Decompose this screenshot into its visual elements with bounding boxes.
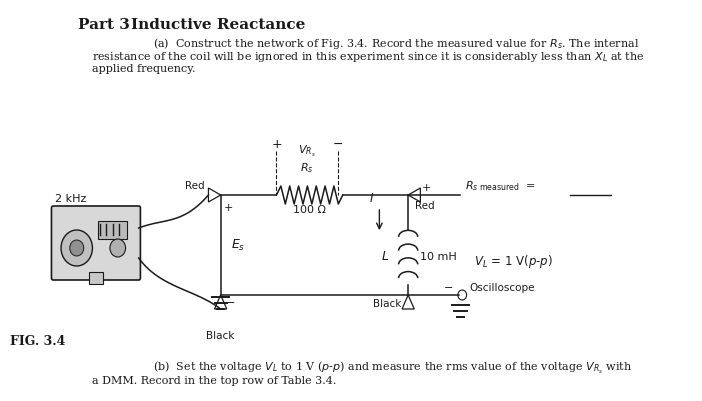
Text: applied frequency.: applied frequency.: [91, 64, 195, 74]
Text: $L$: $L$: [380, 251, 389, 263]
Text: Black: Black: [373, 299, 401, 309]
Text: Red: Red: [415, 201, 435, 211]
Text: $V_L$ = 1 V($p$-$p$): $V_L$ = 1 V($p$-$p$): [474, 253, 552, 271]
Text: −: −: [444, 283, 453, 293]
Text: +: +: [422, 183, 432, 193]
Text: a DMM. Record in the top row of Table 3.4.: a DMM. Record in the top row of Table 3.…: [91, 376, 336, 386]
Text: $R_{s \text{ measured}}$  =: $R_{s \text{ measured}}$ =: [465, 179, 536, 193]
Polygon shape: [408, 188, 420, 202]
Circle shape: [69, 240, 84, 256]
Text: (b)  Set the voltage $V_L$ to 1 V ($p$-$p$) and measure the rms value of the vol: (b) Set the voltage $V_L$ to 1 V ($p$-$p…: [152, 360, 632, 376]
Text: +: +: [224, 203, 234, 213]
Text: FIG. 3.4: FIG. 3.4: [11, 335, 66, 348]
Text: Part 3: Part 3: [79, 18, 131, 32]
Text: 2 kHz: 2 kHz: [55, 194, 86, 204]
Text: (a)  Construct the network of Fig. 3.4. Record the measured value for $R_s$. The: (a) Construct the network of Fig. 3.4. R…: [152, 36, 639, 51]
Text: −: −: [226, 298, 235, 308]
Text: $R_s$: $R_s$: [300, 161, 314, 175]
Bar: [98, 221, 127, 239]
Circle shape: [61, 230, 93, 266]
Polygon shape: [215, 295, 227, 309]
Polygon shape: [402, 295, 414, 309]
Circle shape: [458, 290, 467, 300]
Polygon shape: [208, 188, 220, 202]
Text: +: +: [271, 138, 282, 151]
Bar: [89, 272, 103, 284]
Text: Black: Black: [206, 331, 235, 341]
Text: $E_s$: $E_s$: [231, 237, 246, 253]
Text: Red: Red: [185, 181, 205, 191]
Text: $I$: $I$: [369, 192, 374, 205]
Text: resistance of the coil will be ignored in this experiment since it is considerab: resistance of the coil will be ignored i…: [91, 50, 644, 64]
Circle shape: [110, 239, 126, 257]
FancyBboxPatch shape: [51, 206, 140, 280]
Text: 100 Ω: 100 Ω: [293, 205, 326, 215]
Text: $V_{R_s}$: $V_{R_s}$: [298, 144, 316, 159]
Text: −: −: [332, 138, 343, 151]
Text: Oscilloscope: Oscilloscope: [469, 283, 535, 293]
Text: Inductive Reactance: Inductive Reactance: [131, 18, 305, 32]
Text: 10 mH: 10 mH: [420, 252, 457, 262]
